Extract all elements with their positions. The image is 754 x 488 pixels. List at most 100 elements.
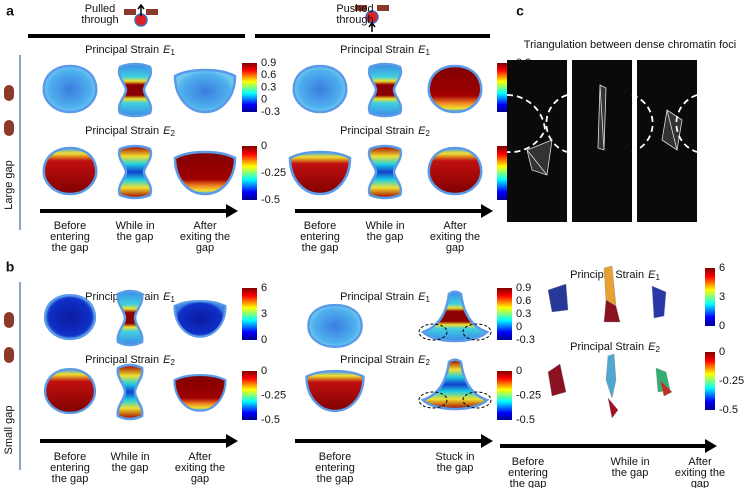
header: Pushed <box>336 3 373 15</box>
cell-shape <box>173 68 237 114</box>
cell-shape <box>427 64 483 114</box>
scale-bar <box>718 209 742 212</box>
gap-icon <box>4 347 14 363</box>
title-var: E <box>163 125 171 137</box>
map-title: Principal Strain E2 <box>85 125 175 138</box>
stage-label: the gap <box>52 242 89 254</box>
stage-label: After <box>193 220 217 232</box>
header: Pulled <box>85 3 116 15</box>
title-var: E <box>163 354 171 366</box>
stage-label: After <box>443 220 467 232</box>
panel-label: a <box>6 3 14 19</box>
map-title: Principal Strain E1 <box>340 291 430 304</box>
colorbar-tick: 3 <box>261 308 267 320</box>
title-text: Principal Strain <box>85 354 159 366</box>
stage-label: exiting the <box>430 231 480 243</box>
arrow-head <box>226 204 238 218</box>
image-title: Triangulation between dense chromatin fo… <box>524 39 736 51</box>
stage-label: While in <box>610 456 649 468</box>
cell-shape <box>288 150 352 196</box>
stage-label: entering <box>315 462 355 474</box>
cell-shape <box>173 373 227 412</box>
side-label: Small gap <box>3 406 15 455</box>
colorbar-tick: 0.6 <box>516 295 531 307</box>
colorbar-tick: 0 <box>516 365 522 377</box>
mesh <box>547 283 569 313</box>
colorbar-tick: 6 <box>719 262 725 274</box>
stage-label: While in <box>110 451 149 463</box>
gap-icon <box>4 85 14 101</box>
stage-label: entering <box>300 231 340 243</box>
colorbar-tick: -0.5 <box>719 404 738 416</box>
stage-label: Before <box>304 220 336 232</box>
side-label: Large gap <box>3 160 15 210</box>
colorbar <box>497 371 512 420</box>
stage-label: gap <box>191 473 209 485</box>
colorbar-tick: -0.5 <box>516 414 535 426</box>
colorbar-tick: -0.3 <box>261 106 280 118</box>
stage-label: the gap <box>112 462 149 474</box>
cell-shape <box>367 62 403 118</box>
colorbar <box>242 288 257 340</box>
title-sub: 1 <box>170 295 175 304</box>
stage-label: entering <box>50 462 90 474</box>
stuck-mark <box>462 323 492 341</box>
stuck-mark <box>418 391 448 409</box>
title-var: E <box>648 341 656 353</box>
colorbar <box>242 146 257 200</box>
push-icon <box>355 5 389 32</box>
stage-label: the gap <box>510 478 547 488</box>
title-var: E <box>418 354 426 366</box>
stage-label: exiting the <box>180 231 230 243</box>
gap-icon <box>4 120 14 136</box>
title-sub: 2 <box>655 345 660 354</box>
stage-label: Before <box>54 220 86 232</box>
header: through <box>336 14 373 26</box>
panel-label: b <box>6 259 15 275</box>
title-text: Principal Strain <box>570 341 644 353</box>
cell-shape <box>42 146 98 196</box>
title-var: E <box>418 125 426 137</box>
title-text: Principal Strain <box>85 125 159 137</box>
title-sub: 1 <box>425 48 430 57</box>
stage-label: the gap <box>52 473 89 485</box>
stage-label: After <box>188 451 212 463</box>
cell-shape <box>116 363 144 421</box>
map-title: Principal Strain E2 <box>570 341 660 354</box>
cell-shape <box>427 146 483 196</box>
map-title: Principal Strain E2 <box>85 354 175 367</box>
mesh <box>659 379 673 397</box>
cell-shape <box>367 144 403 200</box>
title-sub: 1 <box>425 295 430 304</box>
colorbar-tick: 0 <box>719 346 725 358</box>
stage-label: While in <box>365 220 404 232</box>
title-text: Principal Strain <box>340 291 414 303</box>
mesh <box>547 363 567 397</box>
gap-icon <box>4 312 14 328</box>
map-title: Principal Strain E2 <box>340 125 430 138</box>
cell-shape <box>44 368 96 415</box>
nucleus-foci <box>597 84 607 151</box>
mesh <box>607 397 619 419</box>
stage-label: Stuck in <box>435 451 474 463</box>
title-sub: 1 <box>170 48 175 57</box>
title-text: Principal Strain <box>340 44 414 56</box>
colorbar-tick: 0.3 <box>516 308 531 320</box>
cell-shape <box>42 64 98 114</box>
stage-label: Before <box>319 451 351 463</box>
nucleus-foci <box>526 139 553 176</box>
colorbar <box>242 371 257 420</box>
title-sub: 2 <box>170 358 175 367</box>
stage-label: Before <box>54 451 86 463</box>
stage-label: While in <box>115 220 154 232</box>
mesh <box>603 299 621 323</box>
title-text: Principal Strain <box>340 354 414 366</box>
title-var: E <box>418 44 426 56</box>
arrow-head <box>705 439 717 453</box>
cell-shape <box>173 299 227 338</box>
title-var: E <box>418 291 426 303</box>
stage-label: exiting the <box>175 462 225 474</box>
colorbar-tick: 3 <box>719 291 725 303</box>
stage-label: entering <box>508 467 548 479</box>
